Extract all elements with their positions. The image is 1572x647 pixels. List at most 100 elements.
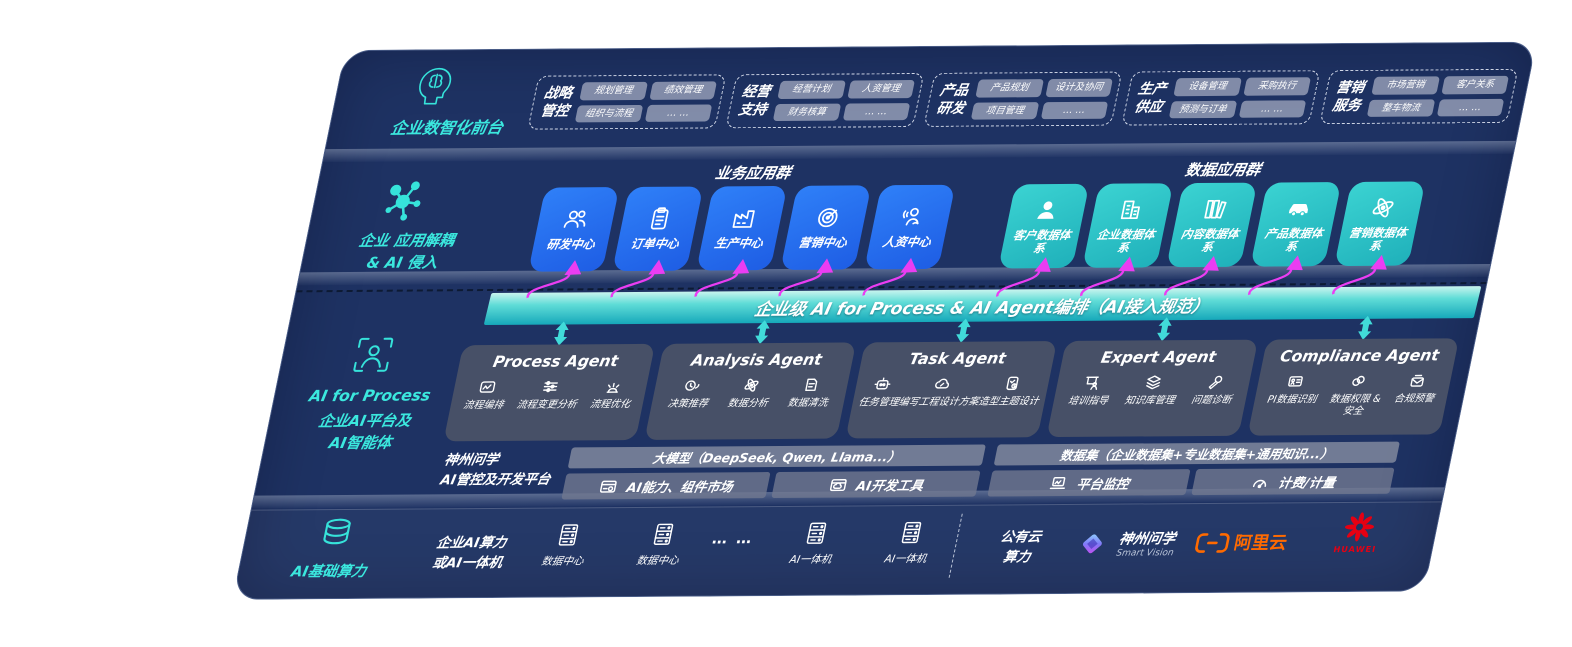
group-marketing: 营销服务 市场营销 客户关系 整车物流 … … xyxy=(1319,68,1519,125)
smartvision-sub: Smart Vision xyxy=(1115,548,1175,559)
data-cards: 客户数据体系 企业数据体系 内容数据体系 xyxy=(998,181,1426,269)
card-rd-center: 研发中心 xyxy=(528,187,620,272)
chip: 设备管理 xyxy=(1173,77,1242,96)
diagnose-icon xyxy=(1208,375,1222,390)
chip-grid: 产品规划 设计及协同 项目管理 … … xyxy=(970,78,1113,120)
public-cloud-label: 公有云 算力 xyxy=(998,529,1043,566)
person-wave-icon xyxy=(902,207,919,226)
cell-label: 平台监控 xyxy=(1074,477,1131,493)
infra-label: AI基础算力 xyxy=(289,563,368,581)
database-icon xyxy=(313,516,360,558)
server-icon xyxy=(653,523,673,545)
main-panel: 企业数智化前台 战略管控 规划管理 绩效管理 组织与流程 … … 经营支持 经营… xyxy=(232,41,1537,600)
chip: 产品规划 xyxy=(975,79,1044,98)
smartvision-diamond-icon xyxy=(1082,534,1102,554)
node-label: AI一体机 xyxy=(883,552,928,566)
chip: 组织与流程 xyxy=(574,104,643,123)
doc-clean-icon xyxy=(805,378,818,391)
chip: 设计及协同 xyxy=(1044,78,1113,97)
factory-icon xyxy=(732,210,755,228)
window-cloud-icon xyxy=(829,478,847,491)
sliders-icon xyxy=(543,380,558,393)
agent-item: PI数据识别 xyxy=(1264,372,1322,417)
id-card-icon xyxy=(1288,376,1304,387)
aliyun-name: 阿里云 xyxy=(1232,533,1289,554)
atom-icon xyxy=(1372,197,1394,218)
double-arrow-icon xyxy=(951,318,975,347)
agent-title: Expert Agent xyxy=(1099,347,1218,367)
double-arrow-icon xyxy=(1152,317,1176,345)
chip-grid: 市场营销 客户关系 整车物流 … … xyxy=(1366,75,1509,117)
ai-devtools-cell: AI开发工具 xyxy=(771,470,981,499)
books-icon xyxy=(1204,199,1227,219)
layers-icon xyxy=(1146,375,1161,390)
chip-grid: 设备管理 采购执行 预测与订单 … … xyxy=(1168,77,1311,119)
cloud-edit-icon xyxy=(935,378,949,389)
chip: 绩效管理 xyxy=(648,81,718,100)
platform-label: 神州问学 AI管控及开发平台 xyxy=(438,451,552,489)
card-label: 订单中心 xyxy=(629,236,681,252)
chip: … … xyxy=(1238,99,1307,118)
chip: 经营计划 xyxy=(777,80,846,99)
smartvision-logo: 神州问学 Smart Vision xyxy=(1072,526,1179,561)
card-label: 生产中心 xyxy=(713,236,765,251)
agent-item: 流程优化 xyxy=(589,377,636,411)
chip: 市场营销 xyxy=(1371,76,1440,95)
aliyun-bracket-icon xyxy=(1195,532,1230,553)
agent-item: 数据清洗 xyxy=(786,376,833,410)
card-label: 营销中心 xyxy=(797,235,849,250)
front-layer-label: 企业数智化前台 xyxy=(388,117,505,138)
agent-item: 数据分析 xyxy=(726,376,773,410)
agent-title: Compliance Agent xyxy=(1278,346,1441,366)
atom-icon xyxy=(744,378,759,392)
infra-band: AI基础算力 企业AI算力 或AI一体机 数据中心 数据中心 … … AI一体机… xyxy=(233,501,1442,600)
business-cards: 研发中心 订单中心 生产中心 营销中心 xyxy=(528,184,956,272)
card-label: 研发中心 xyxy=(545,237,597,252)
app-layer-label: 企业 应用解耦 & AI 侵入 xyxy=(357,231,457,272)
enterprise-compute-label: 企业AI算力 或AI一体机 xyxy=(430,534,508,572)
huawei-logo: HUAWEI xyxy=(1323,511,1394,554)
front-groups: 战略管控 规划管理 绩效管理 组织与流程 … … 经营支持 经营计划 人资管理 … xyxy=(527,68,1519,130)
server-icon xyxy=(558,524,578,546)
decision-head-icon xyxy=(685,380,700,391)
chip: 采购执行 xyxy=(1242,77,1311,96)
group-label: 营销服务 xyxy=(1330,79,1366,115)
card-label: 营销数据体系 xyxy=(1347,225,1409,253)
ai-appliance-node: AI一体机 xyxy=(774,520,853,567)
expert-agent-box: Expert Agent 培训指导 知识库管理 问题诊断 xyxy=(1046,339,1259,438)
chip: … … xyxy=(1040,101,1109,120)
card-label: 内容数据体系 xyxy=(1179,226,1241,255)
optimize-icon xyxy=(606,382,620,393)
rings-icon xyxy=(1352,375,1366,387)
huawei-flower-icon xyxy=(1344,512,1374,542)
card-enterprise-data: 企业数据体系 xyxy=(1082,183,1174,268)
gauge-icon xyxy=(1252,479,1266,488)
chip: … … xyxy=(1436,98,1505,117)
chip-grid: 规划管理 绩效管理 组织与流程 … … xyxy=(574,81,718,123)
flow-box-icon xyxy=(479,381,496,393)
mail-alert-icon xyxy=(1410,374,1425,387)
card-marketing-center: 营销中心 xyxy=(780,185,872,270)
cell-label: AI能力、组件市场 xyxy=(625,479,735,496)
dataset-section: 数据集（企业数据集+专业数据集+通用知识...） 平台监控 计费/计量 xyxy=(987,441,1400,497)
double-arrow-icon xyxy=(549,321,573,349)
node-label: AI一体机 xyxy=(788,553,833,566)
group-label: 经营支持 xyxy=(736,83,772,119)
agent-title: Task Agent xyxy=(907,349,1008,369)
group-operation: 经营支持 经营计划 人资管理 财务核算 … … xyxy=(725,72,925,129)
card-production-center: 生产中心 xyxy=(696,185,788,271)
agent-item: 培训指导 xyxy=(1067,374,1114,408)
dashed-divider xyxy=(948,513,963,578)
model-header: 大模型（DeepSeek, Qwen, Llama...） xyxy=(567,444,986,469)
chip: 项目管理 xyxy=(970,101,1039,120)
card-content-data: 内容数据体系 xyxy=(1166,182,1258,268)
ai-orchestration-bar: 企业级 AI for Process & AI Agent编排（AI接入规范） xyxy=(483,286,1482,326)
group-label: 生产供应 xyxy=(1132,81,1168,116)
analysis-agent-box: Analysis Agent 决策推荐 数据分析 数据清洗 xyxy=(644,342,857,440)
group-strategy: 战略管控 规划管理 绩效管理 组织与流程 … … xyxy=(527,74,727,130)
data-group-title: 数据应用群 xyxy=(1183,160,1263,180)
group-label: 产品研发 xyxy=(934,82,970,117)
molecule-icon xyxy=(374,178,430,228)
card-hr-center: 人资中心 xyxy=(864,184,956,270)
process-agent-box: Process Agent 流程编排 流程变更分析 流程优化 xyxy=(443,343,656,442)
